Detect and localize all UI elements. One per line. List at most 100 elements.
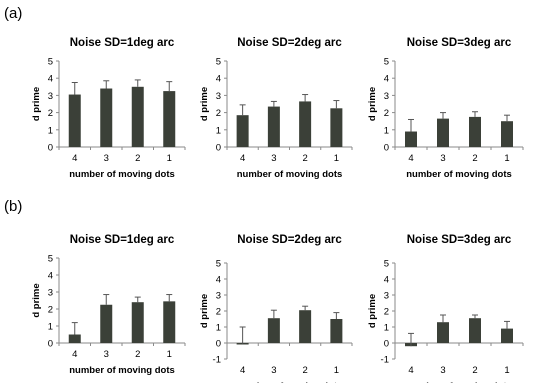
x-tick-label: 1	[334, 153, 339, 164]
y-tick-label: 4	[384, 275, 389, 286]
bar	[437, 118, 449, 147]
y-tick-label: 2	[384, 108, 389, 119]
y-tick-label: 0	[216, 339, 221, 350]
bar	[267, 106, 280, 147]
x-tick-label: 4	[72, 153, 77, 164]
bar	[236, 115, 249, 147]
y-axis-label: d prime	[367, 294, 378, 328]
y-tick-label: 1	[384, 125, 389, 136]
bar	[131, 86, 144, 147]
bar	[330, 319, 343, 343]
x-tick-label: 3	[271, 365, 276, 376]
y-tick-label: -1	[381, 355, 389, 366]
y-tick-label: 3	[216, 291, 221, 302]
y-axis-label: d prime	[31, 283, 42, 317]
y-tick-label: 4	[216, 275, 221, 286]
y-axis-label: d prime	[367, 87, 378, 121]
y-tick-label: 4	[384, 74, 389, 85]
x-tick-label: 2	[302, 153, 307, 164]
chart-title: Noise SD=1deg arc	[70, 37, 175, 49]
x-tick-label: 2	[135, 153, 140, 164]
y-tick-label: 5	[216, 259, 221, 270]
bar	[68, 334, 81, 343]
x-axis-label: number of moving dots	[69, 365, 175, 376]
panel-label-a: (a)	[4, 5, 23, 22]
y-axis-label: d prime	[31, 87, 42, 121]
y-tick-label: 5	[384, 259, 389, 270]
bar	[299, 101, 312, 147]
bar	[100, 304, 113, 343]
x-tick-label: 3	[440, 365, 445, 376]
bar	[501, 328, 513, 343]
y-tick-label: 1	[48, 322, 53, 333]
x-tick-label: 3	[271, 153, 276, 164]
x-tick-label: 4	[240, 153, 245, 164]
x-tick-label: 4	[408, 365, 413, 376]
bar	[437, 322, 449, 343]
chart-title: Noise SD=2deg arc	[237, 234, 342, 246]
y-tick-label: 2	[216, 307, 221, 318]
bar	[469, 318, 481, 343]
y-tick-label: 3	[48, 288, 53, 299]
x-tick-label: 4	[240, 365, 245, 376]
y-tick-label: -1	[213, 355, 221, 366]
y-tick-label: 4	[216, 74, 221, 85]
bar	[299, 310, 312, 343]
y-tick-label: 2	[48, 305, 53, 316]
chart-title: Noise SD=1deg arc	[70, 234, 175, 246]
y-axis-label: d prime	[199, 294, 210, 328]
y-tick-label: 4	[48, 271, 53, 282]
y-tick-label: 0	[384, 143, 389, 154]
x-tick-label: 1	[167, 153, 172, 164]
bar	[163, 91, 176, 147]
y-tick-label: 1	[48, 125, 53, 136]
bar	[501, 121, 513, 147]
x-tick-label: 4	[408, 153, 413, 164]
x-tick-label: 3	[104, 349, 109, 360]
bar	[469, 116, 481, 147]
chart-title: Noise SD=3deg arc	[407, 234, 512, 246]
bar	[100, 88, 113, 147]
y-tick-label: 3	[48, 91, 53, 102]
y-axis-label: d prime	[199, 87, 210, 121]
bar	[405, 131, 417, 147]
x-tick-label: 2	[135, 349, 140, 360]
y-tick-label: 3	[384, 291, 389, 302]
x-tick-label: 1	[504, 365, 509, 376]
y-tick-label: 5	[384, 57, 389, 68]
x-axis-label: number of moving dots	[406, 169, 512, 180]
y-tick-label: 0	[216, 143, 221, 154]
x-axis-label: number of moving dots	[69, 169, 175, 180]
bar	[68, 94, 81, 147]
y-tick-label: 5	[216, 57, 221, 68]
x-axis-label: number of moving dots	[237, 381, 343, 383]
y-tick-label: 1	[384, 323, 389, 334]
y-tick-label: 5	[48, 57, 53, 68]
x-axis-label: number of moving dots	[237, 169, 343, 180]
y-tick-label: 3	[216, 91, 221, 102]
y-tick-label: 0	[384, 339, 389, 350]
x-tick-label: 4	[72, 349, 77, 360]
bar	[330, 108, 343, 147]
y-tick-label: 2	[216, 108, 221, 119]
y-tick-label: 2	[48, 108, 53, 119]
x-tick-label: 1	[504, 153, 509, 164]
chart-title: Noise SD=3deg arc	[407, 37, 512, 49]
y-tick-label: 5	[48, 254, 53, 265]
x-tick-label: 1	[167, 349, 172, 360]
y-tick-label: 4	[48, 74, 53, 85]
x-tick-label: 3	[440, 153, 445, 164]
bar	[267, 318, 280, 343]
y-tick-label: 0	[48, 143, 53, 154]
y-tick-label: 1	[216, 323, 221, 334]
y-tick-label: 0	[48, 339, 53, 350]
x-tick-label: 2	[472, 153, 477, 164]
y-tick-label: 2	[384, 307, 389, 318]
bar	[163, 301, 176, 343]
chart-title: Noise SD=2deg arc	[237, 37, 342, 49]
bar	[131, 302, 144, 343]
x-tick-label: 2	[302, 365, 307, 376]
y-tick-label: 3	[384, 91, 389, 102]
y-tick-label: 1	[216, 125, 221, 136]
